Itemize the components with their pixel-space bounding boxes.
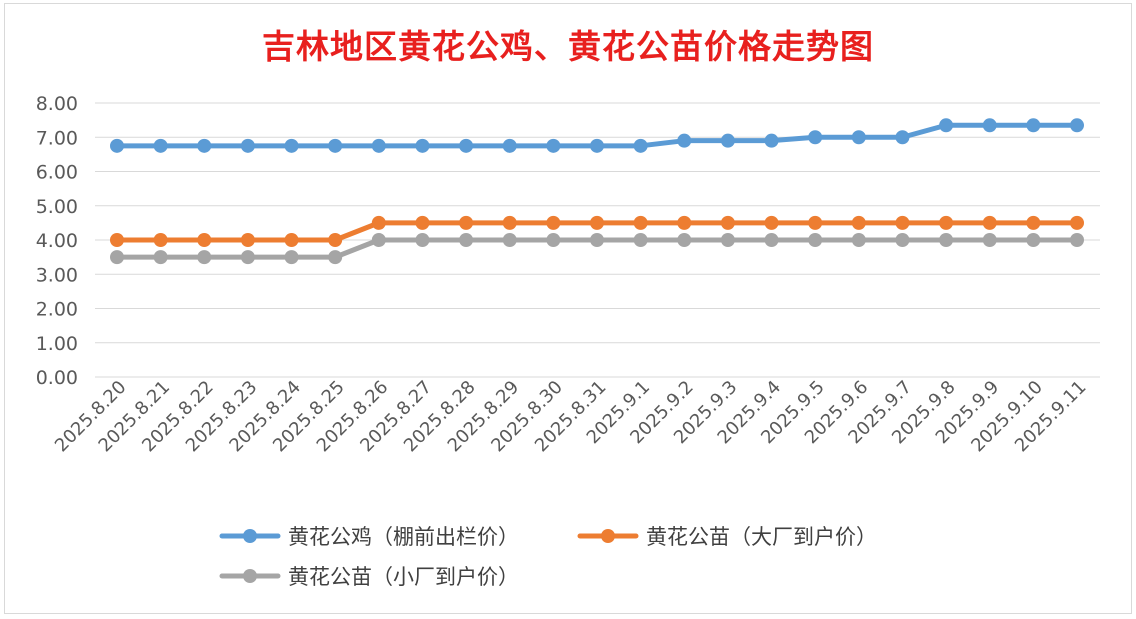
data-point [240, 250, 255, 265]
data-point [677, 133, 692, 148]
y-tick-label: 1.00 [36, 333, 78, 355]
data-point [110, 233, 124, 247]
y-tick-label: 0.00 [36, 367, 78, 389]
y-tick-label: 4.00 [36, 230, 78, 252]
data-point [895, 130, 910, 145]
data-point [328, 138, 343, 153]
legend-label: 黄花公苗（大厂到户价） [646, 525, 877, 549]
y-tick-label: 8.00 [36, 93, 78, 115]
data-point [851, 215, 866, 230]
data-point [939, 215, 954, 230]
data-point [590, 215, 604, 230]
data-point [459, 215, 474, 230]
data-point [808, 215, 823, 230]
data-point [502, 233, 517, 247]
data-point [1026, 118, 1041, 133]
data-point [197, 250, 212, 265]
data-point [502, 138, 517, 153]
data-point [284, 233, 299, 247]
data-point [720, 215, 735, 230]
data-point [764, 215, 779, 230]
data-point [1070, 233, 1084, 247]
data-point [1026, 215, 1041, 230]
data-point [895, 233, 910, 247]
data-point [153, 250, 168, 265]
data-point [415, 138, 430, 153]
data-point [459, 233, 474, 247]
y-tick-label: 3.00 [36, 264, 78, 286]
data-point [808, 130, 823, 145]
data-point [197, 233, 212, 247]
data-point [1070, 215, 1084, 230]
data-point [328, 250, 343, 265]
data-point [546, 233, 561, 247]
data-point [197, 138, 212, 153]
data-point [284, 138, 299, 153]
data-point [677, 215, 692, 230]
data-point [720, 233, 735, 247]
legend-swatch-marker [243, 569, 257, 583]
y-tick-label: 2.00 [36, 299, 78, 321]
data-point [415, 215, 430, 230]
data-point [851, 233, 866, 247]
legend-label: 黄花公苗（小厂到户价） [288, 565, 519, 589]
data-point [328, 233, 343, 247]
data-point [590, 233, 604, 247]
data-point [459, 138, 474, 153]
legend-label: 黄花公鸡（棚前出栏价） [288, 525, 519, 549]
data-point [982, 233, 997, 247]
chart-title: 吉林地区黄花公鸡、黄花公苗价格走势图 [262, 27, 874, 66]
data-point [590, 138, 604, 153]
data-point [633, 138, 648, 153]
data-point [415, 233, 430, 247]
data-point [1070, 118, 1084, 133]
data-point [1026, 233, 1041, 247]
data-point [110, 138, 124, 153]
data-point [982, 118, 997, 133]
data-point [240, 138, 255, 153]
legend-swatch-marker [243, 529, 257, 543]
data-point [851, 130, 866, 145]
y-tick-label: 7.00 [36, 127, 78, 149]
data-point [982, 215, 997, 230]
data-point [153, 233, 168, 247]
data-point [502, 215, 517, 230]
data-point [939, 233, 954, 247]
data-point [240, 233, 255, 247]
data-point [546, 138, 561, 153]
data-point [895, 215, 910, 230]
data-point [546, 215, 561, 230]
data-point [764, 133, 779, 148]
data-point [720, 133, 735, 148]
data-point [110, 250, 124, 265]
data-point [677, 233, 692, 247]
data-point [371, 233, 386, 247]
data-point [371, 215, 386, 230]
legend-swatch-marker [601, 529, 615, 543]
data-point [633, 233, 648, 247]
data-point [371, 138, 386, 153]
data-point [808, 233, 823, 247]
data-point [153, 138, 168, 153]
data-point [284, 250, 299, 265]
y-tick-label: 6.00 [36, 162, 78, 184]
data-point [633, 215, 648, 230]
y-tick-label: 5.00 [36, 196, 78, 218]
data-point [939, 118, 954, 133]
data-point [764, 233, 779, 247]
